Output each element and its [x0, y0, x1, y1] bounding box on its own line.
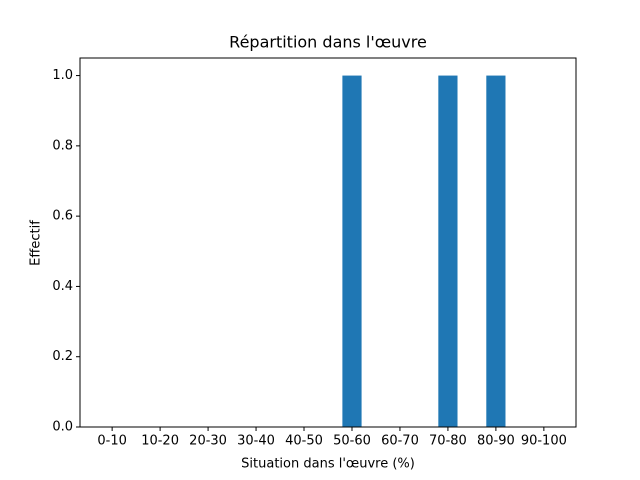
y-tick-label: 0.0	[52, 420, 73, 435]
x-tick-label: 80-90	[477, 434, 515, 449]
y-tick-label: 1.0	[52, 68, 73, 83]
x-tick-label: 40-50	[285, 434, 323, 449]
x-tick-label: 30-40	[237, 434, 275, 449]
bar	[438, 75, 458, 428]
x-tick-label: 20-30	[189, 434, 227, 449]
chart-title: Répartition dans l'œuvre	[229, 33, 427, 52]
x-tick-label: 70-80	[429, 434, 467, 449]
x-axis-label: Situation dans l'œuvre (%)	[241, 457, 415, 472]
y-axis-label: Effectif	[29, 220, 44, 266]
bar	[342, 75, 362, 428]
y-tick-label: 0.8	[52, 138, 73, 153]
x-tick-label: 60-70	[381, 434, 419, 449]
x-tick-label: 10-20	[141, 434, 179, 449]
y-tick-label: 0.6	[52, 209, 73, 224]
bar	[486, 75, 506, 428]
y-tick-label: 0.2	[52, 349, 73, 364]
x-tick-label: 50-60	[333, 434, 371, 449]
y-tick-label: 0.4	[52, 279, 73, 294]
x-tick-label: 90-100	[521, 434, 567, 449]
x-tick-label: 0-10	[97, 434, 127, 449]
plot-frame	[79, 57, 577, 428]
